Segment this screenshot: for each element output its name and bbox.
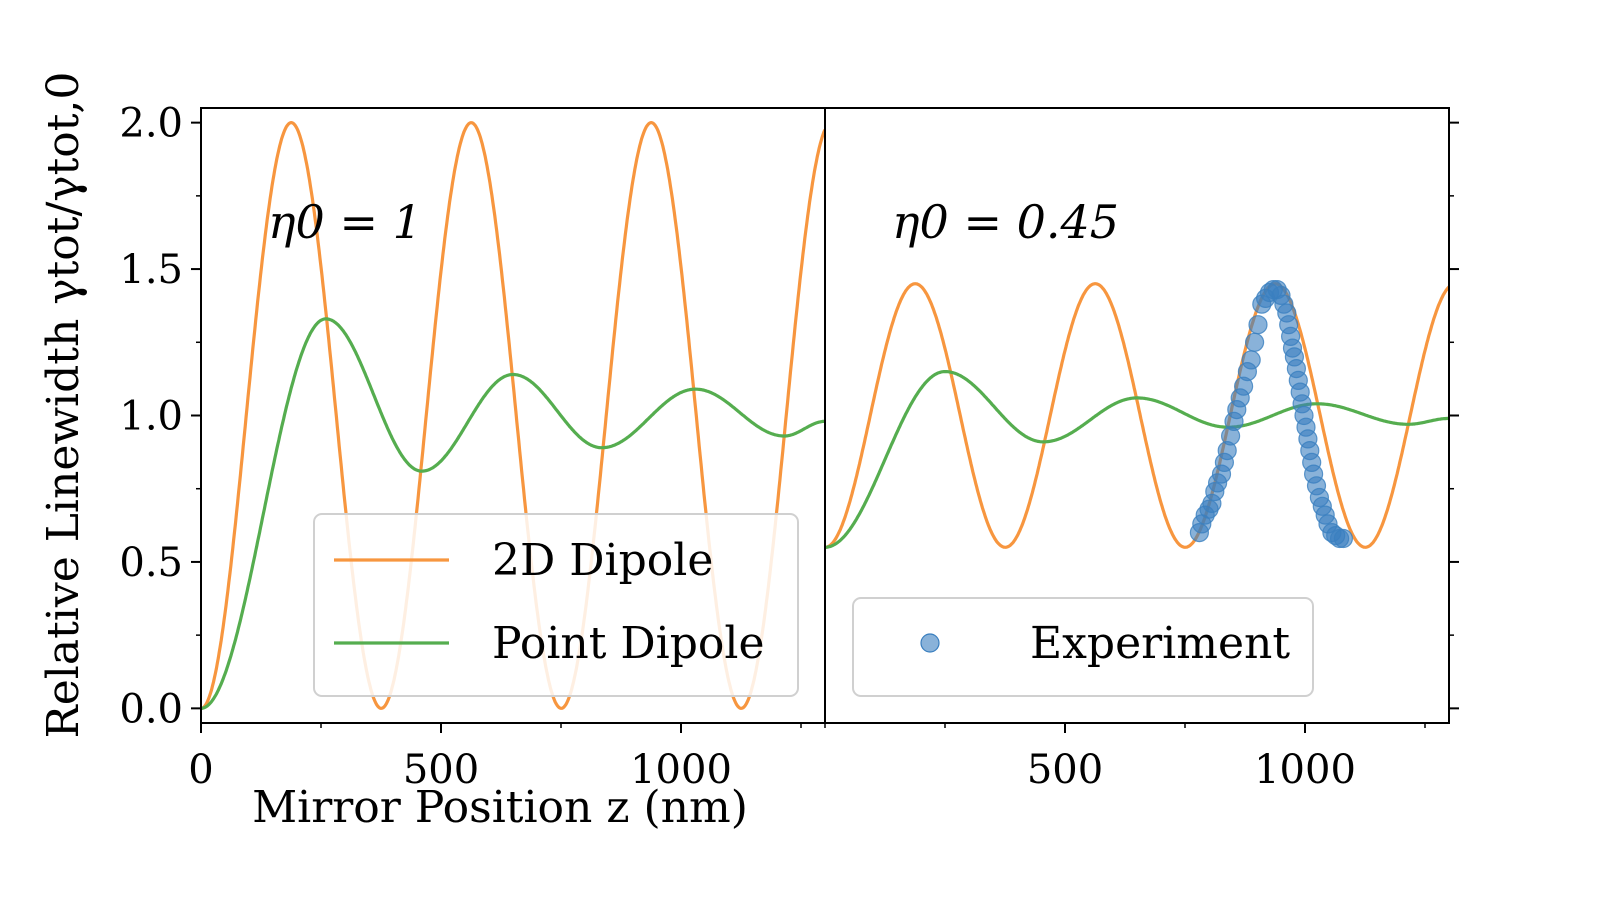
left-ticks: 0 500 1000 0.0 0.5 1.0 1.5 2.0 [119, 101, 802, 793]
right-plot-area [825, 280, 1449, 549]
left-y-tick-label: 2.0 [119, 101, 183, 147]
x-axis-title: Mirror Position z (nm) [252, 782, 748, 833]
left-legend: 2D Dipole Point Dipole [313, 513, 799, 697]
right-panel: η0 = 0.45 500 1000 Experiment [824, 107, 1459, 793]
left-x-tick-label: 0 [188, 747, 213, 793]
right-legend-box [852, 597, 1314, 697]
left-x-tick-label: 500 [403, 747, 479, 793]
left-y-tick-label: 0.5 [119, 540, 183, 586]
right-point-dipole-line [825, 370, 1449, 549]
left-panel: η0 = 1 0 500 1000 0.0 0.5 1.0 1.5 2.0 2D Dipole… [119, 101, 826, 793]
right-annotation: η0 = 0.45 [892, 195, 1119, 249]
left-point-dipole-line [201, 317, 825, 710]
experiment-point [1244, 332, 1265, 352]
right-series-group [825, 280, 1449, 549]
y-axis-title: Relative Linewidth γtot/γtot,0 [38, 72, 89, 739]
left-y-tick-label: 1.5 [119, 247, 183, 293]
right-x-tick-label: 500 [1027, 747, 1103, 793]
left-y-tick-label: 1.0 [119, 394, 183, 440]
right-2d-dipole-line [825, 282, 1449, 549]
experiment-point [1248, 315, 1268, 335]
experiment-point [1241, 350, 1261, 370]
left-y-tick-label: 0.0 [119, 686, 183, 732]
right-legend: Experiment [852, 597, 1314, 697]
legend-2d-dipole-label: 2D Dipole [492, 535, 713, 586]
experiment-point [1333, 528, 1354, 549]
right-ticks: 500 1000 [824, 121, 1459, 793]
legend-point-dipole-label: Point Dipole [492, 618, 765, 669]
legend-experiment-marker [920, 633, 940, 653]
legend-experiment-label: Experiment [1030, 618, 1290, 669]
left-x-tick-label: 1000 [630, 747, 732, 793]
left-annotation: η0 = 1 [268, 195, 422, 249]
right-x-tick-label: 1000 [1254, 747, 1356, 793]
